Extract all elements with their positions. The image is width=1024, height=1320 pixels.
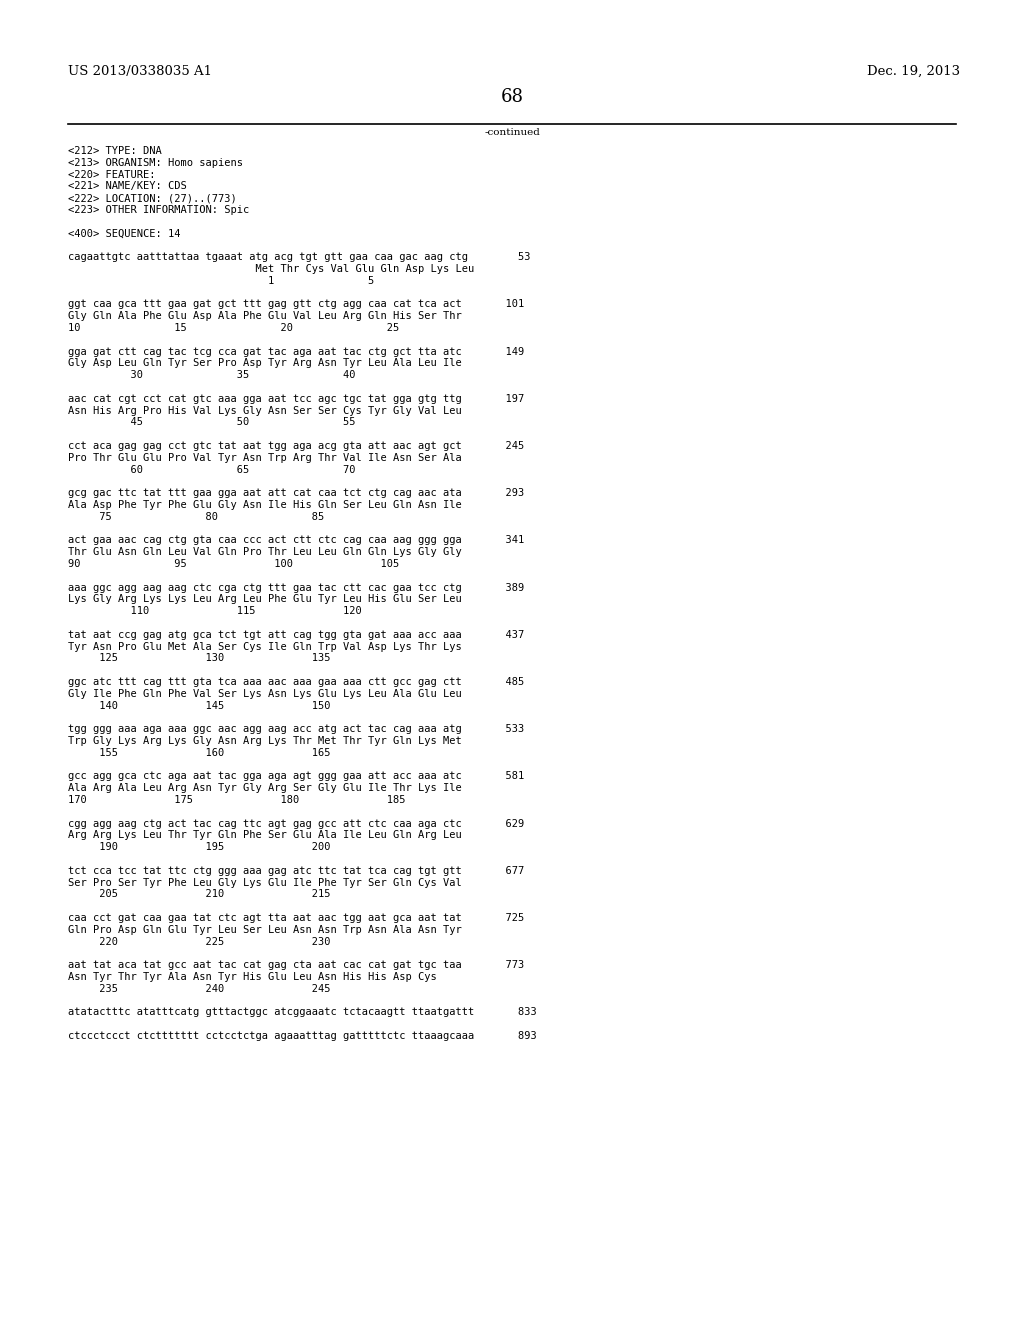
- Text: Trp Gly Lys Arg Lys Gly Asn Arg Lys Thr Met Thr Tyr Gln Lys Met: Trp Gly Lys Arg Lys Gly Asn Arg Lys Thr …: [68, 737, 462, 746]
- Text: 45               50               55: 45 50 55: [68, 417, 355, 428]
- Text: 190              195              200: 190 195 200: [68, 842, 331, 853]
- Text: Gly Gln Ala Phe Glu Asp Ala Phe Glu Val Leu Arg Gln His Ser Thr: Gly Gln Ala Phe Glu Asp Ala Phe Glu Val …: [68, 312, 462, 321]
- Text: gcc agg gca ctc aga aat tac gga aga agt ggg gaa att acc aaa atc       581: gcc agg gca ctc aga aat tac gga aga agt …: [68, 771, 524, 781]
- Text: Gly Ile Phe Gln Phe Val Ser Lys Asn Lys Glu Lys Leu Ala Glu Leu: Gly Ile Phe Gln Phe Val Ser Lys Asn Lys …: [68, 689, 462, 698]
- Text: 68: 68: [501, 88, 523, 106]
- Text: cct aca gag gag cct gtc tat aat tgg aga acg gta att aac agt gct       245: cct aca gag gag cct gtc tat aat tgg aga …: [68, 441, 524, 451]
- Text: 125              130              135: 125 130 135: [68, 653, 331, 664]
- Text: 75               80               85: 75 80 85: [68, 512, 325, 521]
- Text: 60               65               70: 60 65 70: [68, 465, 355, 475]
- Text: act gaa aac cag ctg gta caa ccc act ctt ctc cag caa aag ggg gga       341: act gaa aac cag ctg gta caa ccc act ctt …: [68, 536, 524, 545]
- Text: 170              175              180              185: 170 175 180 185: [68, 795, 406, 805]
- Text: aat tat aca tat gcc aat tac cat gag cta aat cac cat gat tgc taa       773: aat tat aca tat gcc aat tac cat gag cta …: [68, 960, 524, 970]
- Text: <212> TYPE: DNA: <212> TYPE: DNA: [68, 147, 162, 156]
- Text: tgg ggg aaa aga aaa ggc aac agg aag acc atg act tac cag aaa atg       533: tgg ggg aaa aga aaa ggc aac agg aag acc …: [68, 725, 524, 734]
- Text: <222> LOCATION: (27)..(773): <222> LOCATION: (27)..(773): [68, 193, 237, 203]
- Text: aaa ggc agg aag aag ctc cga ctg ttt gaa tac ctt cac gaa tcc ctg       389: aaa ggc agg aag aag ctc cga ctg ttt gaa …: [68, 582, 524, 593]
- Text: <221> NAME/KEY: CDS: <221> NAME/KEY: CDS: [68, 181, 186, 191]
- Text: ggc atc ttt cag ttt gta tca aaa aac aaa gaa aaa ctt gcc gag ctt       485: ggc atc ttt cag ttt gta tca aaa aac aaa …: [68, 677, 524, 686]
- Text: <223> OTHER INFORMATION: Spic: <223> OTHER INFORMATION: Spic: [68, 205, 249, 215]
- Text: gcg gac ttc tat ttt gaa gga aat att cat caa tct ctg cag aac ata       293: gcg gac ttc tat ttt gaa gga aat att cat …: [68, 488, 524, 498]
- Text: Thr Glu Asn Gln Leu Val Gln Pro Thr Leu Leu Gln Gln Lys Gly Gly: Thr Glu Asn Gln Leu Val Gln Pro Thr Leu …: [68, 548, 462, 557]
- Text: Dec. 19, 2013: Dec. 19, 2013: [867, 65, 961, 78]
- Text: tat aat ccg gag atg gca tct tgt att cag tgg gta gat aaa acc aaa       437: tat aat ccg gag atg gca tct tgt att cag …: [68, 630, 524, 640]
- Text: Gly Asp Leu Gln Tyr Ser Pro Asp Tyr Arg Asn Tyr Leu Ala Leu Ile: Gly Asp Leu Gln Tyr Ser Pro Asp Tyr Arg …: [68, 359, 462, 368]
- Text: Ala Asp Phe Tyr Phe Glu Gly Asn Ile His Gln Ser Leu Gln Asn Ile: Ala Asp Phe Tyr Phe Glu Gly Asn Ile His …: [68, 500, 462, 510]
- Text: 1               5: 1 5: [68, 276, 374, 286]
- Text: Asn Tyr Thr Tyr Ala Asn Tyr His Glu Leu Asn His His Asp Cys: Asn Tyr Thr Tyr Ala Asn Tyr His Glu Leu …: [68, 972, 437, 982]
- Text: <213> ORGANISM: Homo sapiens: <213> ORGANISM: Homo sapiens: [68, 158, 243, 168]
- Text: tct cca tcc tat ttc ctg ggg aaa gag atc ttc tat tca cag tgt gtt       677: tct cca tcc tat ttc ctg ggg aaa gag atc …: [68, 866, 524, 875]
- Text: ctccctccct ctcttttttt cctcctctga agaaatttag gatttttctc ttaaagcaaa       893: ctccctccct ctcttttttt cctcctctga agaaatt…: [68, 1031, 537, 1041]
- Text: 110              115              120: 110 115 120: [68, 606, 361, 616]
- Text: atatactttc atatttcatg gtttactggc atcggaaatc tctacaagtt ttaatgattt       833: atatactttc atatttcatg gtttactggc atcggaa…: [68, 1007, 537, 1018]
- Text: Asn His Arg Pro His Val Lys Gly Asn Ser Ser Cys Tyr Gly Val Leu: Asn His Arg Pro His Val Lys Gly Asn Ser …: [68, 405, 462, 416]
- Text: Gln Pro Asp Gln Glu Tyr Leu Ser Leu Asn Asn Trp Asn Ala Asn Tyr: Gln Pro Asp Gln Glu Tyr Leu Ser Leu Asn …: [68, 925, 462, 935]
- Text: 140              145              150: 140 145 150: [68, 701, 331, 710]
- Text: ggt caa gca ttt gaa gat gct ttt gag gtt ctg agg caa cat tca act       101: ggt caa gca ttt gaa gat gct ttt gag gtt …: [68, 300, 524, 309]
- Text: 235              240              245: 235 240 245: [68, 983, 331, 994]
- Text: Tyr Asn Pro Glu Met Ala Ser Cys Ile Gln Trp Val Asp Lys Thr Lys: Tyr Asn Pro Glu Met Ala Ser Cys Ile Gln …: [68, 642, 462, 652]
- Text: aac cat cgt cct cat gtc aaa gga aat tcc agc tgc tat gga gtg ttg       197: aac cat cgt cct cat gtc aaa gga aat tcc …: [68, 393, 524, 404]
- Text: cagaattgtc aatttattaa tgaaat atg acg tgt gtt gaa caa gac aag ctg        53: cagaattgtc aatttattaa tgaaat atg acg tgt…: [68, 252, 530, 263]
- Text: 155              160              165: 155 160 165: [68, 748, 331, 758]
- Text: <400> SEQUENCE: 14: <400> SEQUENCE: 14: [68, 228, 180, 239]
- Text: 30               35               40: 30 35 40: [68, 370, 355, 380]
- Text: Pro Thr Glu Glu Pro Val Tyr Asn Trp Arg Thr Val Ile Asn Ser Ala: Pro Thr Glu Glu Pro Val Tyr Asn Trp Arg …: [68, 453, 462, 463]
- Text: 90               95              100              105: 90 95 100 105: [68, 558, 399, 569]
- Text: caa cct gat caa gaa tat ctc agt tta aat aac tgg aat gca aat tat       725: caa cct gat caa gaa tat ctc agt tta aat …: [68, 913, 524, 923]
- Text: Lys Gly Arg Lys Lys Leu Arg Leu Phe Glu Tyr Leu His Glu Ser Leu: Lys Gly Arg Lys Lys Leu Arg Leu Phe Glu …: [68, 594, 462, 605]
- Text: Ser Pro Ser Tyr Phe Leu Gly Lys Glu Ile Phe Tyr Ser Gln Cys Val: Ser Pro Ser Tyr Phe Leu Gly Lys Glu Ile …: [68, 878, 462, 887]
- Text: Arg Arg Lys Leu Thr Tyr Gln Phe Ser Glu Ala Ile Leu Gln Arg Leu: Arg Arg Lys Leu Thr Tyr Gln Phe Ser Glu …: [68, 830, 462, 841]
- Text: Ala Arg Ala Leu Arg Asn Tyr Gly Arg Ser Gly Glu Ile Thr Lys Ile: Ala Arg Ala Leu Arg Asn Tyr Gly Arg Ser …: [68, 783, 462, 793]
- Text: 220              225              230: 220 225 230: [68, 937, 331, 946]
- Text: 205              210              215: 205 210 215: [68, 890, 331, 899]
- Text: Met Thr Cys Val Glu Gln Asp Lys Leu: Met Thr Cys Val Glu Gln Asp Lys Leu: [68, 264, 474, 275]
- Text: <220> FEATURE:: <220> FEATURE:: [68, 169, 156, 180]
- Text: cgg agg aag ctg act tac cag ttc agt gag gcc att ctc caa aga ctc       629: cgg agg aag ctg act tac cag ttc agt gag …: [68, 818, 524, 829]
- Text: US 2013/0338035 A1: US 2013/0338035 A1: [68, 65, 212, 78]
- Text: -continued: -continued: [484, 128, 540, 137]
- Text: 10               15               20               25: 10 15 20 25: [68, 323, 399, 333]
- Text: gga gat ctt cag tac tcg cca gat tac aga aat tac ctg gct tta atc       149: gga gat ctt cag tac tcg cca gat tac aga …: [68, 347, 524, 356]
